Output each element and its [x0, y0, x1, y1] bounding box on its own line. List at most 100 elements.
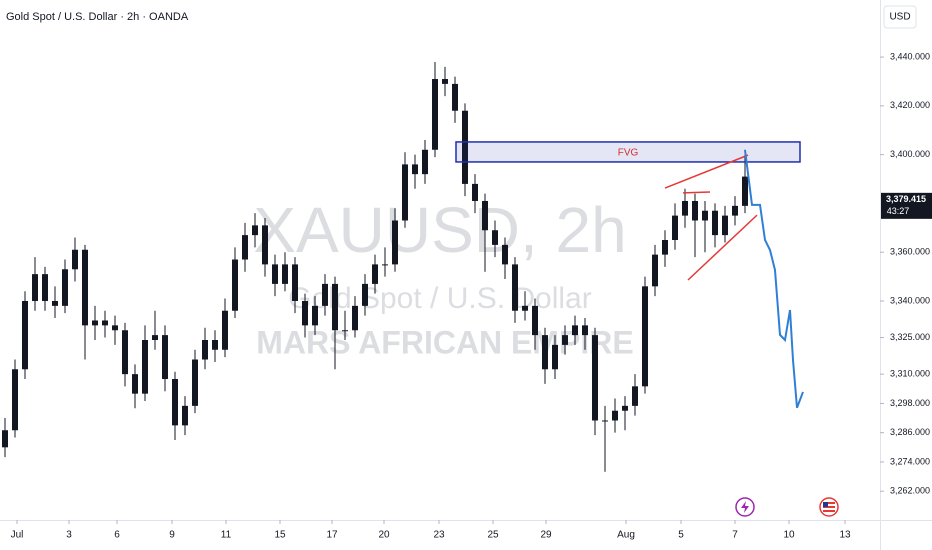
candle-body: [272, 264, 278, 284]
candle-body: [292, 264, 298, 301]
candle-body: [392, 220, 398, 265]
candle: [292, 257, 298, 314]
candle: [462, 103, 468, 197]
candle-body: [612, 410, 618, 421]
candle-body: [282, 264, 288, 284]
candle: [382, 247, 388, 277]
candle-body: [42, 274, 48, 301]
y-tick-label: 3,274.000: [890, 456, 930, 466]
candle: [82, 244, 88, 360]
candle: [572, 315, 578, 345]
candle: [162, 325, 168, 392]
candle-body: [712, 210, 718, 236]
candle: [322, 274, 328, 316]
candle-body: [552, 344, 558, 370]
trendline: [682, 191, 711, 194]
candle-body: [602, 420, 608, 422]
candle-body: [322, 283, 328, 306]
candle: [482, 193, 488, 272]
x-tick-label: 5: [678, 530, 684, 541]
currency[interactable]: USD: [889, 12, 910, 23]
candle-body: [32, 274, 38, 301]
candle-body: [102, 320, 108, 326]
candle-body: [672, 215, 678, 240]
candle-body: [192, 359, 198, 406]
candle-body: [682, 200, 688, 216]
fvg-label: FVG: [618, 148, 639, 159]
candle: [372, 254, 378, 294]
candle-body: [262, 225, 268, 265]
y-tick-label: 3,420.000: [890, 100, 930, 110]
y-tick-label: 3,325.000: [890, 332, 930, 342]
candle: [632, 374, 638, 416]
trendline: [687, 214, 758, 281]
projection-line: [744, 149, 804, 409]
candle-body: [172, 379, 178, 426]
candle: [672, 203, 678, 250]
candle-body: [632, 386, 638, 406]
flag-stripes: [823, 502, 835, 512]
chart-title: Gold Spot / U.S. Dollar · 2h · OANDA: [6, 11, 189, 23]
candle: [552, 335, 558, 380]
candle-body: [562, 335, 568, 345]
x-tick-label: 11: [221, 530, 232, 541]
candle-body: [442, 79, 448, 84]
last-price-label: 3,379.415: [886, 194, 926, 204]
flag-icon[interactable]: [819, 497, 839, 517]
candle-body: [72, 249, 78, 270]
x-tick-label: 17: [326, 530, 338, 541]
x-tick-label: 3: [66, 530, 72, 541]
y-tick-label: 3,400.000: [890, 149, 930, 159]
y-tick-label: 3,310.000: [890, 369, 930, 379]
candle: [272, 254, 278, 297]
candle-body: [372, 264, 378, 284]
candle-body: [352, 305, 358, 331]
candle: [452, 76, 458, 123]
candle: [542, 327, 548, 384]
candle: [92, 305, 98, 340]
candle: [132, 364, 138, 409]
currency-button[interactable]: [883, 5, 917, 29]
candle-body: [422, 149, 428, 175]
candle-body: [482, 200, 488, 231]
candle-body: [492, 230, 498, 245]
candle-body: [182, 405, 188, 426]
candle-body: [652, 254, 658, 287]
event-bolt: [741, 501, 749, 513]
watermark-name: Gold Spot / U.S. Dollar: [288, 282, 591, 315]
candle-body: [142, 340, 148, 394]
x-tick-label: 7: [732, 530, 738, 541]
candle: [502, 237, 508, 280]
candle-body: [382, 264, 388, 266]
y-tick-label: 3,262.000: [890, 486, 930, 496]
candle: [102, 310, 108, 338]
candle: [252, 213, 258, 248]
candle: [412, 154, 418, 189]
candle: [282, 252, 288, 292]
candle: [622, 396, 628, 431]
candle: [332, 276, 338, 370]
candle-body: [312, 305, 318, 326]
candle-body: [572, 325, 578, 336]
flag-stripe: [823, 508, 835, 510]
fvg-zone: [455, 141, 801, 163]
candle: [712, 203, 718, 248]
candle: [422, 140, 428, 184]
candle: [392, 208, 398, 272]
candle-body: [302, 300, 308, 326]
candle: [32, 257, 38, 311]
candle-body: [472, 183, 478, 201]
candle-body: [532, 305, 538, 336]
y-tick-label: 3,440.000: [890, 51, 930, 61]
event-icon[interactable]: [735, 497, 755, 517]
candle-body: [12, 369, 18, 431]
candle: [562, 325, 568, 355]
candle: [232, 247, 238, 319]
y-tick-label: 3,298.000: [890, 398, 930, 408]
flag-stripe: [823, 504, 835, 506]
x-tick-label: 9: [169, 530, 175, 541]
y-tick-label: 3,286.000: [890, 427, 930, 437]
candle: [402, 152, 408, 228]
candle: [22, 291, 28, 380]
candle-body: [232, 259, 238, 311]
